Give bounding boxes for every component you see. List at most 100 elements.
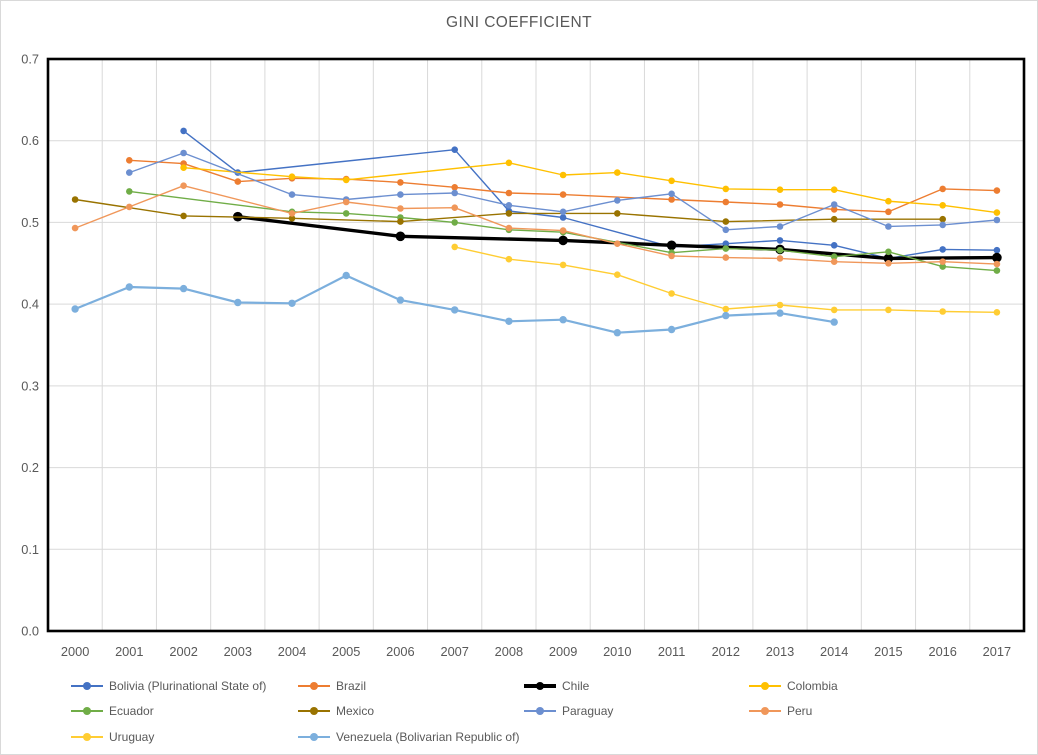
- data-point-paraguay-2002: [180, 149, 187, 157]
- data-point-brazil-2009: [559, 191, 567, 198]
- x-axis-tick-label: 2006: [386, 644, 414, 659]
- data-point-paraguay-2006: [397, 191, 404, 198]
- data-point-venezuela-bolivarian-republic-of-2012: [722, 311, 730, 320]
- data-point-mexico-2014: [830, 215, 838, 223]
- x-axis-tick-label: 2000: [61, 644, 89, 659]
- data-point-ecuador-2005: [342, 210, 350, 217]
- data-point-uruguay-2017: [993, 309, 1001, 316]
- data-point-bolivia-plurinational-state-of-2012: [722, 240, 730, 247]
- data-point-peru-2008: [505, 224, 513, 232]
- legend-label: Uruguay: [109, 730, 155, 744]
- data-point-mexico-2012: [722, 218, 730, 225]
- data-point-mexico-2000: [71, 196, 79, 203]
- data-point-uruguay-2014: [830, 306, 838, 314]
- legend-item-colombia[interactable]: Colombia: [749, 677, 838, 695]
- legend-label: Ecuador: [109, 704, 154, 718]
- data-point-peru-2006: [397, 205, 404, 212]
- plot-area[interactable]: 0.0 0.1 0.2 0.3 0.4 0.5 0.6 0.7 2000 2001 2002 2003…: [1, 1, 1038, 673]
- legend-label: Mexico: [336, 704, 375, 718]
- legend-item-paraguay[interactable]: Paraguay: [524, 702, 613, 720]
- data-point-mexico-2008: [505, 210, 513, 217]
- data-point-brazil-2001: [126, 157, 133, 164]
- data-point-brazil-2008: [505, 189, 513, 197]
- legend-item-brazil[interactable]: Brazil: [298, 677, 366, 695]
- data-point-uruguay-2009: [559, 261, 567, 269]
- y-axis-tick-label: 0.1: [21, 542, 39, 557]
- legend-item-venezuela-bolivarian-republic-of[interactable]: Venezuela (Bolivarian Republic of): [298, 728, 519, 746]
- data-point-uruguay-2015: [885, 306, 892, 314]
- data-point-bolivia-plurinational-state-of-2016: [939, 246, 946, 253]
- data-point-peru-2015: [885, 260, 892, 267]
- data-point-colombia-2014: [830, 186, 838, 193]
- data-point-peru-2005: [342, 198, 350, 206]
- legend-marker-icon-chile: [524, 680, 556, 692]
- x-axis-tick-label: 2002: [169, 644, 197, 659]
- data-point-brazil-2013: [776, 201, 784, 208]
- chart-title[interactable]: GINI COEFFICIENT: [446, 14, 592, 31]
- legend-item-peru[interactable]: Peru: [749, 702, 812, 720]
- legend-item-bolivia-plurinational-state-of[interactable]: Bolivia (Plurinational State of): [71, 677, 266, 695]
- legend-label: Venezuela (Bolivarian Republic of): [336, 730, 520, 744]
- data-point-venezuela-bolivarian-republic-of-2002: [179, 284, 188, 293]
- data-point-colombia-2016: [939, 202, 946, 209]
- y-axis-tick-label: 0.4: [21, 297, 39, 312]
- data-point-paraguay-2017: [993, 216, 1001, 224]
- y-axis-tick-label: 0.6: [21, 133, 39, 148]
- series-line-paraguay[interactable]: [128, 152, 998, 231]
- y-axis-tick-label: 0.5: [21, 215, 39, 230]
- x-axis-tick-label: 2011: [658, 644, 686, 659]
- data-point-paraguay-2008: [505, 202, 513, 209]
- data-point-uruguay-2016: [939, 308, 946, 315]
- legend-item-ecuador[interactable]: Ecuador: [71, 702, 154, 720]
- data-point-brazil-2012: [722, 198, 730, 206]
- data-point-paraguay-2004: [288, 191, 296, 198]
- data-point-ecuador-2013: [776, 246, 784, 254]
- series-line-brazil[interactable]: [128, 159, 998, 213]
- x-axis-tick-label: 2004: [278, 644, 306, 659]
- data-point-brazil-2007: [451, 184, 459, 191]
- data-point-bolivia-plurinational-state-of-2002: [180, 127, 187, 135]
- data-point-brazil-2017: [993, 187, 1001, 194]
- data-point-venezuela-bolivarian-republic-of-2001: [125, 283, 133, 291]
- data-point-colombia-2009: [559, 171, 567, 179]
- x-axis-tick-label: 2016: [928, 644, 956, 659]
- legend-label: Peru: [787, 704, 813, 718]
- data-point-brazil-2011: [668, 196, 675, 203]
- legend-marker-icon-brazil: [298, 680, 330, 692]
- data-point-venezuela-bolivarian-republic-of-2011: [667, 325, 676, 334]
- legend-item-chile[interactable]: Chile: [524, 677, 589, 695]
- data-point-brazil-2003: [234, 178, 242, 185]
- data-point-brazil-2014: [830, 206, 838, 213]
- data-point-venezuela-bolivarian-republic-of-2008: [505, 317, 513, 325]
- x-axis-tick-label: 2015: [874, 644, 902, 659]
- x-axis-tick-label: 2012: [712, 644, 740, 659]
- data-point-mexico-2004: [288, 215, 296, 222]
- data-point-ecuador-2007: [451, 219, 459, 226]
- data-point-venezuela-bolivarian-republic-of-2014: [830, 318, 838, 326]
- legend-item-uruguay[interactable]: Uruguay: [71, 728, 154, 746]
- legend-marker-icon-bolivia-plurinational-state-of: [71, 680, 103, 692]
- legend-label: Paraguay: [562, 704, 614, 718]
- data-point-venezuela-bolivarian-republic-of-2007: [451, 306, 459, 314]
- data-point-mexico-2010: [614, 210, 621, 217]
- x-axis-tick-label: 2007: [440, 644, 468, 659]
- data-point-venezuela-bolivarian-republic-of-2010: [613, 329, 621, 337]
- data-point-brazil-2015: [885, 208, 892, 216]
- x-axis-tick-label: 2003: [224, 644, 252, 659]
- data-point-peru-2002: [180, 182, 187, 189]
- data-point-uruguay-2012: [722, 305, 730, 313]
- data-point-venezuela-bolivarian-republic-of-2003: [234, 298, 242, 307]
- legend-marker-icon-ecuador: [71, 705, 103, 717]
- data-point-venezuela-bolivarian-republic-of-2005: [342, 271, 350, 280]
- data-point-colombia-2010: [614, 169, 621, 176]
- data-point-peru-2004: [288, 210, 296, 217]
- y-axis-tick-label: 0.2: [21, 460, 39, 475]
- data-point-brazil-2006: [397, 179, 404, 186]
- data-point-peru-2009: [559, 227, 567, 234]
- data-point-colombia-2002: [180, 164, 187, 171]
- data-point-peru-2001: [126, 203, 133, 211]
- data-point-venezuela-bolivarian-republic-of-2004: [288, 299, 296, 307]
- data-point-bolivia-plurinational-state-of-2013: [776, 237, 784, 244]
- data-point-peru-2007: [451, 204, 459, 211]
- legend-item-mexico[interactable]: Mexico: [298, 702, 374, 720]
